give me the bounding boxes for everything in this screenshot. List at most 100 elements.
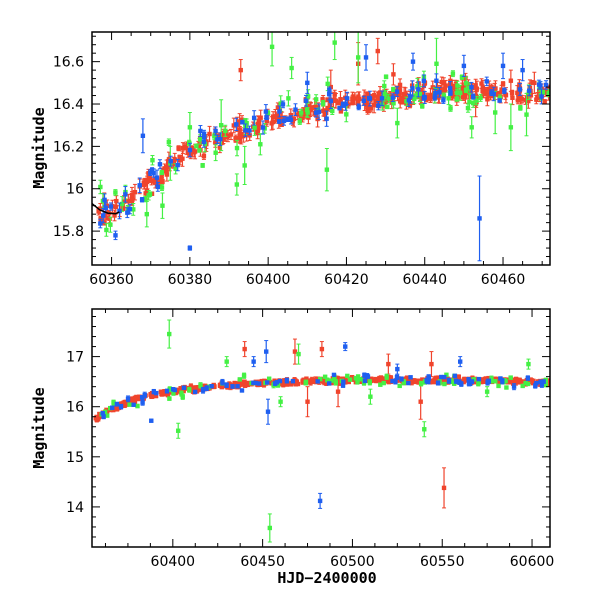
green-point <box>167 331 172 337</box>
green-point <box>463 88 469 93</box>
blue-point <box>361 98 366 103</box>
green-point <box>135 403 140 409</box>
green-point <box>395 120 400 126</box>
green-point <box>322 374 328 379</box>
red-point <box>338 109 344 114</box>
red-point <box>424 94 430 99</box>
red-point <box>371 102 377 108</box>
red-point <box>400 96 405 101</box>
green-point <box>391 101 396 106</box>
green-point <box>540 90 546 95</box>
red-point <box>238 381 243 386</box>
red-point <box>242 346 247 352</box>
blue-point <box>187 147 193 153</box>
blue-point <box>484 79 489 84</box>
blue-point <box>313 110 319 115</box>
blue-point <box>410 59 416 64</box>
green-point <box>194 143 199 149</box>
red-point <box>201 153 207 159</box>
red-point <box>397 88 403 93</box>
red-point <box>295 112 300 117</box>
red-point <box>386 379 392 385</box>
red-point <box>513 378 518 383</box>
red-point <box>255 121 261 127</box>
blue-point <box>247 128 252 133</box>
red-point <box>383 99 389 104</box>
blue-point <box>280 102 286 107</box>
green-point <box>504 385 509 390</box>
green-point <box>197 137 203 142</box>
red-point <box>240 381 245 386</box>
blue-point <box>469 85 474 90</box>
blue-point <box>117 208 122 214</box>
red-point <box>145 177 150 183</box>
blue-point <box>260 125 266 130</box>
red-point <box>273 114 279 119</box>
red-point <box>510 377 516 383</box>
blue-point <box>155 184 161 190</box>
green-point <box>465 105 471 111</box>
green-point <box>353 375 359 381</box>
blue-point <box>399 376 404 382</box>
green-point <box>159 185 165 190</box>
green-point <box>543 382 549 388</box>
green-point <box>244 120 249 126</box>
blue-point <box>137 183 142 188</box>
y-tick-label: 16.4 <box>53 97 84 113</box>
red-point <box>534 97 539 102</box>
red-point <box>113 204 118 209</box>
blue-point <box>140 133 146 138</box>
red-point <box>94 415 99 420</box>
green-point <box>378 382 383 387</box>
blue-point <box>390 95 396 100</box>
red-point <box>452 375 457 381</box>
red-point <box>356 94 361 99</box>
green-point <box>502 378 507 383</box>
red-point <box>124 400 130 405</box>
green-point <box>104 413 110 418</box>
top-panel-y-axis-label: Magnitude <box>30 107 48 188</box>
red-point <box>156 181 162 186</box>
red-point <box>300 114 305 119</box>
red-point <box>325 106 330 111</box>
green-point <box>489 376 494 381</box>
blue-point <box>376 103 381 108</box>
top-panel-frame <box>91 31 551 266</box>
red-point <box>216 133 222 139</box>
blue-point <box>408 94 413 99</box>
blue-point <box>281 118 287 124</box>
blue-point <box>500 63 506 69</box>
green-point <box>442 381 447 387</box>
red-point <box>96 209 101 214</box>
blue-point <box>433 90 438 96</box>
green-point <box>224 359 229 364</box>
green-point <box>492 110 498 115</box>
y-tick-label: 16.6 <box>53 55 84 71</box>
green-point <box>383 74 389 80</box>
red-point <box>105 215 111 221</box>
blue-point <box>394 89 400 94</box>
green-point <box>525 381 531 387</box>
green-series <box>98 32 550 237</box>
blue-point <box>149 167 155 173</box>
red-point <box>207 131 212 137</box>
green-point <box>441 93 447 99</box>
red-point <box>439 378 445 384</box>
blue-point <box>164 388 170 394</box>
y-tick-label: 16 <box>66 182 84 198</box>
red-point <box>176 387 182 393</box>
red-point <box>535 94 540 100</box>
red-point <box>500 81 506 87</box>
blue-point <box>108 204 114 209</box>
blue-point <box>316 109 322 115</box>
red-point <box>292 349 298 354</box>
blue-point <box>441 98 446 103</box>
green-point <box>266 376 272 382</box>
plot-area <box>93 319 550 543</box>
red-point <box>497 378 502 383</box>
blue-point <box>175 162 180 168</box>
green-point <box>523 380 528 386</box>
red-point <box>526 98 531 104</box>
